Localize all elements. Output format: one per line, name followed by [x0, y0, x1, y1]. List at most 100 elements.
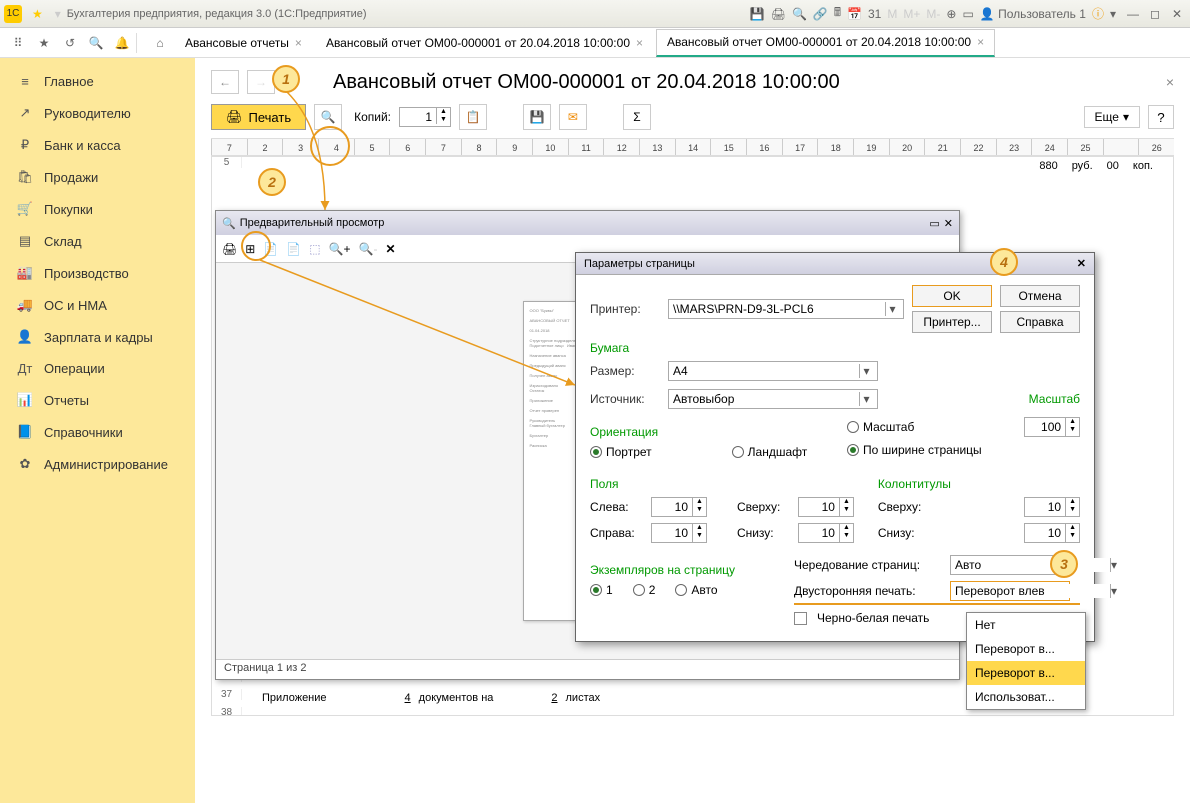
link-icon[interactable]: 🔗 — [813, 7, 828, 21]
toolbar-btn1[interactable]: 📋 — [459, 104, 487, 130]
save-button[interactable]: 💾 — [523, 104, 551, 130]
back-button[interactable]: ← — [211, 70, 239, 94]
right-margin[interactable]: ▲▼ — [651, 523, 707, 543]
help-button[interactable]: ? — [1148, 105, 1174, 129]
bottom-margin[interactable]: ▲▼ — [798, 523, 854, 543]
mail-button[interactable]: ✉ — [559, 104, 587, 130]
home-icon[interactable]: ⌂ — [148, 31, 172, 55]
history-icon[interactable]: ↺ — [58, 31, 82, 55]
sidebar-item-main[interactable]: ≡Главное — [0, 66, 195, 97]
close-icon[interactable]: ✕ — [944, 217, 953, 230]
header-bottom[interactable]: ▲▼ — [1024, 523, 1080, 543]
portrait-radio[interactable]: Портрет — [590, 445, 652, 459]
calc-icon[interactable]: 🖩 — [834, 3, 841, 24]
select-icon[interactable]: ⬚ — [309, 242, 320, 256]
preview-icon: 🔍 — [222, 217, 236, 230]
m-icon[interactable]: M — [887, 7, 897, 21]
more-button[interactable]: Еще ▾ — [1084, 106, 1140, 128]
tab-reports[interactable]: Авансовые отчеты× — [174, 29, 313, 57]
help-button[interactable]: Справка — [1000, 311, 1080, 333]
copies-spinner[interactable]: ▲▼ — [399, 107, 451, 127]
scale-value[interactable]: ▲▼ — [1024, 417, 1080, 437]
duplex-label: Двусторонняя печать: — [794, 584, 944, 598]
header-bottom-label: Снизу: — [878, 526, 933, 540]
dropdown-option[interactable]: Нет — [967, 613, 1085, 637]
close-doc-button[interactable]: × — [1166, 74, 1174, 90]
info-icon[interactable]: ⓘ — [1092, 5, 1104, 22]
mplus-icon[interactable]: M+ — [903, 7, 920, 21]
copies-auto-radio[interactable]: Авто — [675, 583, 717, 597]
tab-doc1[interactable]: Авансовый отчет ОМ00-000001 от 20.04.201… — [315, 29, 654, 57]
sum-button[interactable]: Σ — [623, 104, 651, 130]
maximize-button[interactable]: ◻ — [1146, 7, 1164, 21]
apps-icon[interactable]: ⠿ — [6, 31, 30, 55]
calendar-icon[interactable]: 📅 — [847, 7, 862, 21]
duplex-select[interactable]: ▾ — [950, 581, 1070, 601]
save-icon[interactable]: 💾 — [750, 7, 765, 21]
size-select[interactable]: ▾ — [668, 361, 878, 381]
chart-icon: ↗ — [16, 105, 34, 121]
sidebar-item-manager[interactable]: ↗Руководителю — [0, 97, 195, 129]
print-icon[interactable]: 🖨 — [771, 7, 786, 21]
sidebar-item-production[interactable]: 🏭Производство — [0, 257, 195, 289]
sidebar-item-warehouse[interactable]: ▤Склад — [0, 225, 195, 257]
orient-section: Ориентация — [590, 425, 823, 439]
printer-button[interactable]: Принтер... — [912, 311, 992, 333]
copies-2-radio[interactable]: 2 — [633, 583, 656, 597]
sidebar-item-admin[interactable]: ✿Администрирование — [0, 448, 195, 480]
forward-button[interactable]: → — [247, 70, 275, 94]
next-page-icon[interactable]: 📄 — [286, 242, 301, 256]
sidebar-item-reports[interactable]: 📊Отчеты — [0, 384, 195, 416]
user-icon[interactable]: 👤 Пользователь 1 — [980, 7, 1086, 21]
printer-select[interactable]: ▾ — [668, 299, 904, 319]
mminus-icon[interactable]: M- — [926, 7, 940, 21]
close-icon[interactable]: × — [636, 36, 643, 50]
top-margin[interactable]: ▲▼ — [798, 497, 854, 517]
zoom-in-icon[interactable]: 🔍+ — [329, 242, 351, 256]
print-icon[interactable]: 🖨 — [222, 242, 237, 256]
close-icon[interactable]: ✕ — [1077, 257, 1086, 270]
panels-icon[interactable]: ▭ — [962, 7, 973, 21]
close-icon[interactable]: × — [295, 36, 302, 50]
bw-checkbox[interactable] — [794, 612, 807, 625]
source-select[interactable]: ▾ — [668, 389, 878, 409]
sidebar-item-bank[interactable]: ₽Банк и касса — [0, 129, 195, 161]
dropdown-option[interactable]: Переворот в... — [967, 637, 1085, 661]
print-button[interactable]: 🖨 Печать — [211, 104, 306, 130]
cancel-button[interactable]: Отмена — [1000, 285, 1080, 307]
row-number: 5 — [212, 157, 242, 168]
notifications-icon[interactable]: 🔔 — [110, 31, 134, 55]
sidebar-item-operations[interactable]: ДтОперации — [0, 353, 195, 384]
close-button[interactable]: ✕ — [1168, 7, 1186, 21]
search-icon[interactable]: 🔍 — [792, 7, 807, 21]
sidebar-item-salary[interactable]: 👤Зарплата и кадры — [0, 321, 195, 353]
close-icon[interactable]: × — [977, 35, 984, 49]
header-top[interactable]: ▲▼ — [1024, 497, 1080, 517]
preview-status: Страница 1 из 2 — [216, 659, 959, 679]
sidebar-item-purchases[interactable]: 🛒Покупки — [0, 193, 195, 225]
dropdown-option[interactable]: Переворот в... — [967, 661, 1085, 685]
scale-radio[interactable]: Масштаб — [847, 420, 914, 434]
search2-icon[interactable]: 🔍 — [84, 31, 108, 55]
dropdown-icon[interactable]: ▾ — [55, 7, 61, 21]
close-preview-icon[interactable]: ✕ — [385, 242, 395, 256]
sidebar-item-catalogs[interactable]: 📘Справочники — [0, 416, 195, 448]
sidebar-item-sales[interactable]: 🛍Продажи — [0, 161, 195, 193]
zoom-icon[interactable]: ⊕ — [946, 7, 956, 21]
left-margin[interactable]: ▲▼ — [651, 497, 707, 517]
dropdown2-icon[interactable]: ▾ — [1110, 7, 1116, 21]
zoom-out-icon[interactable]: 🔍- — [359, 242, 378, 256]
minimize-button[interactable]: — — [1124, 7, 1142, 21]
date-icon[interactable]: 31 — [868, 7, 881, 21]
maximize-icon[interactable]: ▭ — [929, 217, 939, 230]
landscape-radio[interactable]: Ландшафт — [732, 445, 808, 459]
ok-button[interactable]: OK — [912, 285, 992, 307]
sidebar-item-assets[interactable]: 🚚ОС и НМА — [0, 289, 195, 321]
star-icon[interactable]: ★ — [32, 7, 43, 21]
sheet-row: 880руб. 00коп. — [242, 157, 1173, 175]
copies-1-radio[interactable]: 1 — [590, 583, 613, 597]
fit-width-radio[interactable]: По ширине страницы — [847, 443, 982, 457]
favorites-icon[interactable]: ★ — [32, 31, 56, 55]
tab-doc2[interactable]: Авансовый отчет ОМ00-000001 от 20.04.201… — [656, 29, 995, 57]
dropdown-option[interactable]: Использоват... — [967, 685, 1085, 709]
